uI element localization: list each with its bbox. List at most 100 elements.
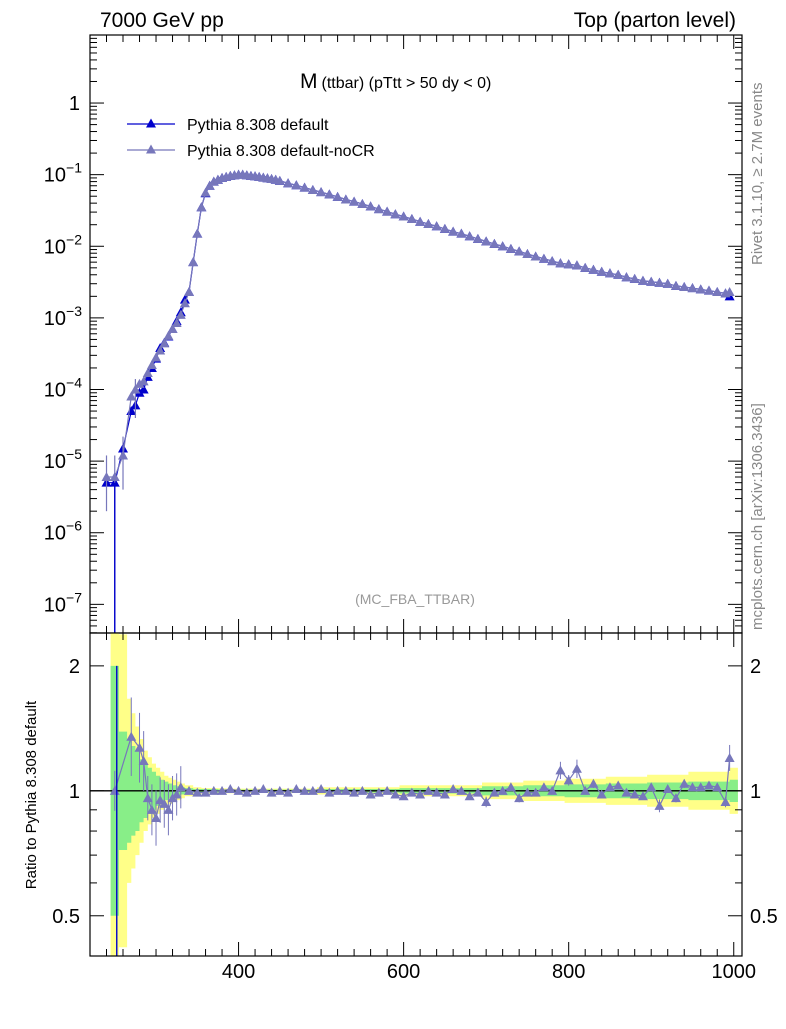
data-point-1-83 xyxy=(637,275,648,285)
ratio-point-66 xyxy=(621,787,632,797)
ratio-point-28 xyxy=(307,785,318,795)
data-point-1-65 xyxy=(489,238,500,248)
ratio-point-32 xyxy=(340,785,351,795)
ratio-point-43 xyxy=(431,787,442,797)
ratio-point-51 xyxy=(497,785,508,795)
ratio-point-1 xyxy=(126,731,137,741)
ratio-xtick-label-0: 400 xyxy=(222,961,255,983)
ratio-point-77 xyxy=(712,782,723,792)
data-point-1-52 xyxy=(382,206,393,216)
ratio-series-layer xyxy=(109,665,735,956)
ratio-point-61 xyxy=(580,785,591,795)
data-point-1-53 xyxy=(390,209,401,219)
data-point-1-89 xyxy=(687,283,698,293)
ratio-point-21 xyxy=(250,785,261,795)
ratio-point-69 xyxy=(646,782,657,792)
data-point-1-19 xyxy=(192,228,203,238)
ratio-point-41 xyxy=(415,789,426,799)
ratio-point-62 xyxy=(588,778,599,788)
data-point-0-6 xyxy=(138,384,149,394)
ratio-point-48 xyxy=(472,787,483,797)
ratio-point-54 xyxy=(522,787,533,797)
ratio-point-60 xyxy=(571,763,582,773)
data-point-1-87 xyxy=(670,280,681,290)
data-point-1-71 xyxy=(538,253,549,263)
ratio-point-3 xyxy=(138,755,149,765)
data-point-1-68 xyxy=(514,246,525,256)
data-point-1-12 xyxy=(163,330,174,340)
ratio-point-9 xyxy=(163,804,174,814)
data-point-1-50 xyxy=(365,201,376,211)
ratio-point-20 xyxy=(241,787,252,797)
legend-marker-default xyxy=(146,118,156,128)
data-point-1-60 xyxy=(448,226,459,236)
ratio-point-53 xyxy=(514,793,525,803)
ratio-point-70 xyxy=(654,800,665,810)
data-point-1-73 xyxy=(555,258,566,268)
ratio-point-64 xyxy=(604,782,615,792)
data-point-1-72 xyxy=(547,256,558,266)
ratio-ytick-label-right-1: 1 xyxy=(750,781,761,803)
data-point-1-91 xyxy=(703,285,714,295)
data-point-1-46 xyxy=(332,191,343,201)
data-point-1-16 xyxy=(179,298,190,308)
data-point-1-6 xyxy=(138,376,149,386)
data-point-1-43 xyxy=(307,185,318,195)
data-point-1-86 xyxy=(662,278,673,288)
ratio-point-73 xyxy=(679,778,690,788)
ratio-xtick-label-2: 800 xyxy=(552,961,585,983)
data-point-1-84 xyxy=(646,276,657,286)
ratio-point-7 xyxy=(155,795,166,805)
ratio-point-25 xyxy=(283,787,294,797)
legend-label-nocr: Pythia 8.308 default-noCR xyxy=(187,143,375,160)
ratio-point-27 xyxy=(299,785,310,795)
main-title-main: M xyxy=(300,70,318,93)
ratio-ytick-label-left-2: 2 xyxy=(69,656,80,678)
data-point-1-56 xyxy=(415,216,426,226)
data-point-1-9 xyxy=(151,352,162,362)
ratio-point-68 xyxy=(637,791,648,801)
ratio-point-35 xyxy=(365,789,376,799)
data-point-1-66 xyxy=(497,241,508,251)
ratio-point-22 xyxy=(258,784,269,794)
main-ytick-label-5: 10−2 xyxy=(44,231,82,258)
ratio-point-40 xyxy=(406,787,417,797)
header-right: Top (parton level) xyxy=(574,9,736,32)
ratio-point-17 xyxy=(217,785,228,795)
ratio-point-76 xyxy=(703,780,714,790)
main-ytick-label-1: 10−6 xyxy=(44,518,82,545)
ratio-point-58 xyxy=(555,765,566,775)
data-point-1-75 xyxy=(571,260,582,270)
data-point-1-14 xyxy=(171,317,182,327)
data-point-1-77 xyxy=(588,264,599,274)
ratio-point-56 xyxy=(538,782,549,792)
ratio-point-16 xyxy=(208,785,219,795)
data-point-1-13 xyxy=(167,323,178,333)
data-point-1-90 xyxy=(695,284,706,294)
ratio-ytick-label-right-2: 2 xyxy=(750,656,761,678)
ratio-point-79 xyxy=(724,752,735,762)
ratio-point-47 xyxy=(464,791,475,801)
ratio-point-24 xyxy=(274,785,285,795)
main-ytick-label-4: 10−3 xyxy=(44,303,82,330)
mcplots-label: mcplots.cern.ch [arXiv:1306.3436] xyxy=(749,403,766,630)
ratio-point-75 xyxy=(695,782,706,792)
ratio-point-78 xyxy=(720,796,731,806)
data-point-1-41 xyxy=(291,180,302,190)
data-point-1-67 xyxy=(505,243,516,253)
data-point-1-82 xyxy=(629,273,640,283)
data-point-1-59 xyxy=(439,223,450,233)
ratio-point-50 xyxy=(489,787,500,797)
data-point-1-58 xyxy=(431,221,442,231)
data-point-1-20 xyxy=(196,202,207,212)
data-point-1-18 xyxy=(188,257,199,267)
data-point-1-40 xyxy=(283,178,294,188)
ratio-point-46 xyxy=(456,785,467,795)
ratio-point-72 xyxy=(670,793,681,803)
ratio-point-14 xyxy=(192,787,203,797)
data-point-1-78 xyxy=(596,266,607,276)
data-point-1-3 xyxy=(126,391,137,401)
legend: Pythia 8.308 default Pythia 8.308 defaul… xyxy=(127,117,375,160)
main-ytick-label-7: 1 xyxy=(69,93,80,115)
data-point-1-11 xyxy=(159,338,170,348)
